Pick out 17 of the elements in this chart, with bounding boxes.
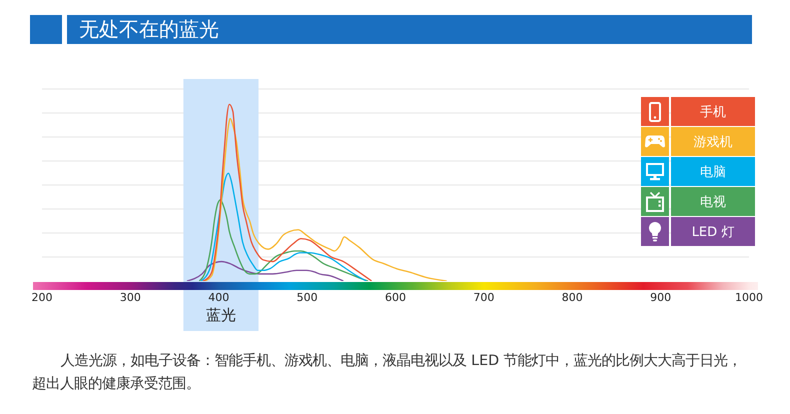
x-tick-label: 200 bbox=[32, 290, 52, 304]
legend-label: LED 灯 bbox=[692, 224, 734, 240]
x-tick-label: 600 bbox=[385, 290, 406, 304]
x-tick-label: 300 bbox=[120, 290, 141, 304]
legend-label: 游戏机 bbox=[694, 134, 732, 150]
x-tick-label: 500 bbox=[296, 290, 318, 304]
legend-label: 手机 bbox=[700, 104, 726, 120]
x-tick-label: 900 bbox=[650, 290, 672, 304]
x-tick-label: 400 bbox=[208, 290, 230, 304]
x-tick-label: 800 bbox=[562, 290, 583, 304]
legend-label: 电视 bbox=[700, 194, 726, 210]
x-tick-label: 700 bbox=[473, 290, 494, 304]
chart-title: 无处不在的蓝光 bbox=[79, 17, 219, 41]
x-tick-label: 1000 bbox=[735, 290, 763, 304]
text: 人造光源，如电子设备：智能手机、游戏机、电脑，液晶电视以及 LED 节能灯中，蓝光的比例大大高于日光，超出人眼的健康承受范围。 bbox=[32, 353, 742, 392]
legend-label: 电脑 bbox=[700, 164, 726, 180]
band-label: 蓝光 bbox=[206, 306, 236, 324]
